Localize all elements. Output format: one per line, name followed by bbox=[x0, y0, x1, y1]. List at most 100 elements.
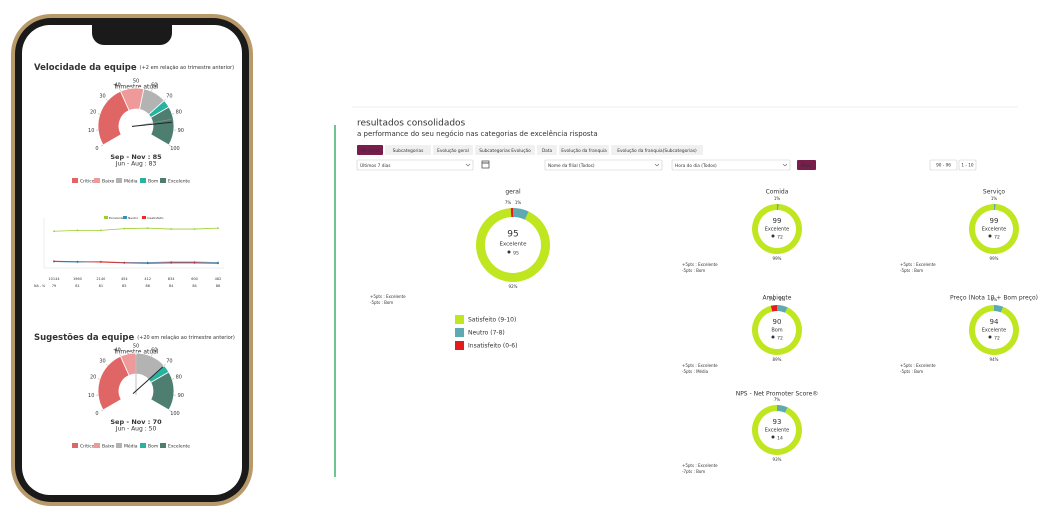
gauge-needle bbox=[131, 121, 172, 127]
button[interactable] bbox=[797, 160, 816, 170]
legend-swatch bbox=[455, 341, 464, 350]
legend-label: Baixo bbox=[102, 444, 115, 450]
page-range-label[interactable]: 90 - 96 bbox=[936, 163, 951, 168]
table-cell: 79 bbox=[52, 284, 56, 288]
tab[interactable] bbox=[559, 145, 609, 155]
gauge-tick-label: 20 bbox=[90, 110, 96, 116]
series-point bbox=[146, 227, 149, 230]
gauge-tick-label: 50 bbox=[133, 344, 139, 350]
filter-label[interactable]: Últimos 7 dias bbox=[360, 162, 391, 169]
series-point bbox=[76, 229, 79, 232]
legend-label: Crítico bbox=[80, 178, 95, 185]
series-line bbox=[53, 260, 219, 264]
phone-notch bbox=[92, 25, 172, 45]
title: Velocidade da equipe bbox=[34, 63, 137, 73]
gauge-previous: Jun - Aug : 50 bbox=[115, 426, 157, 433]
legend-label: Bom bbox=[148, 179, 158, 185]
series-point bbox=[146, 262, 149, 265]
legend-swatch bbox=[72, 178, 78, 183]
donut-note: +5pts : Excelente bbox=[370, 294, 406, 299]
donut-note: -7pts : Bom bbox=[682, 469, 705, 474]
tab-label[interactable]: Evolução da franquia bbox=[561, 148, 607, 154]
tab[interactable] bbox=[357, 145, 383, 155]
table-cell: 10144 bbox=[48, 277, 60, 281]
legend-swatch bbox=[160, 178, 166, 183]
donut-note: -5pts : Média bbox=[682, 369, 709, 374]
dropdown-caret bbox=[782, 163, 788, 167]
gauge-tick-label: 30 bbox=[99, 93, 105, 99]
gauge-label: Trimestre atual bbox=[112, 349, 158, 356]
donut-rating: Excelente bbox=[500, 242, 528, 248]
segment-label: 6% bbox=[991, 297, 998, 302]
donut-score: 90 bbox=[773, 318, 782, 326]
filter-label[interactable]: Hora do dia (Todos) bbox=[675, 163, 717, 169]
gauge-tick bbox=[119, 354, 121, 357]
table-row-label: NA - % bbox=[34, 284, 45, 288]
filter-label[interactable]: Nome da filial (Todos) bbox=[548, 163, 595, 169]
gauge-tick-label: 70 bbox=[166, 358, 172, 364]
person-icon bbox=[507, 250, 511, 254]
gauge-tick-label: 10 bbox=[88, 128, 94, 134]
gauge-tick bbox=[164, 99, 166, 101]
gauge-tick bbox=[168, 409, 171, 412]
tab-label[interactable]: Evolução geral bbox=[437, 148, 469, 154]
donut-title: Serviço bbox=[983, 189, 1005, 196]
series-point bbox=[76, 260, 79, 263]
segment-label: 99% bbox=[990, 256, 999, 261]
calendar-icon[interactable] bbox=[481, 160, 490, 169]
gauge-tick bbox=[106, 364, 108, 366]
donut-note: +5pts : Excelente bbox=[682, 363, 718, 368]
table-cell: 454 bbox=[121, 277, 128, 281]
dropdown-caret bbox=[465, 163, 471, 167]
page-range-label[interactable]: 1 - 10 bbox=[961, 163, 974, 168]
tab[interactable] bbox=[433, 145, 473, 155]
donut-title: NPS - Net Promoter Score® bbox=[736, 391, 819, 398]
filter-dropdown[interactable] bbox=[356, 159, 474, 171]
dashboard-title: resultados consolidados bbox=[357, 119, 466, 129]
button-label[interactable]: Mais bbox=[801, 163, 812, 169]
donut-segment bbox=[994, 305, 1004, 313]
table-cell: 1960 bbox=[73, 277, 82, 281]
person-icon bbox=[988, 335, 992, 339]
segment-label: 93% bbox=[773, 457, 782, 462]
tab-label[interactable]: Subcategorias bbox=[393, 148, 424, 154]
tab[interactable] bbox=[537, 145, 557, 155]
legend-label: Média bbox=[124, 443, 138, 450]
donut-segment bbox=[777, 204, 779, 211]
filter-dropdown[interactable] bbox=[671, 159, 791, 171]
tab[interactable] bbox=[475, 145, 535, 155]
legend-swatch bbox=[160, 443, 166, 448]
legend-swatch bbox=[116, 178, 122, 183]
table-cell: 84 bbox=[192, 284, 197, 288]
segment-label: 7% bbox=[769, 297, 776, 302]
page-range[interactable] bbox=[958, 159, 977, 171]
donut-note: -5pts : Bom bbox=[900, 369, 923, 374]
gauge-tick bbox=[119, 89, 121, 92]
subtitle: (+2 em relação ao trimestre anterior) bbox=[140, 65, 234, 71]
segment-label: 94% bbox=[990, 357, 999, 362]
gauge-tick-label: 30 bbox=[99, 358, 105, 364]
section-title: Sugestões da equipe (+20 em relação ao tr… bbox=[34, 333, 235, 343]
tab-label[interactable]: Subcategorias Evolução bbox=[479, 148, 531, 154]
legend-label: Satisfeito (9-10) bbox=[468, 317, 516, 324]
gauge-tick-label: 40 bbox=[115, 347, 121, 353]
donut-count: 14 bbox=[777, 436, 783, 442]
gauge-tick-label: 60 bbox=[151, 347, 157, 353]
series-line bbox=[53, 227, 219, 232]
series-point bbox=[99, 261, 102, 263]
series-point bbox=[123, 227, 126, 230]
filter-dropdown[interactable] bbox=[544, 159, 663, 171]
tab-label[interactable]: Evolução da franquia(Subcategorias) bbox=[617, 148, 697, 154]
donut-note: +5pts : Excelente bbox=[682, 262, 718, 267]
legend-label: Bom bbox=[148, 444, 158, 450]
table-cell: 412 bbox=[144, 277, 151, 281]
tab-label[interactable]: No geral bbox=[361, 148, 379, 154]
tab-label[interactable]: Data bbox=[542, 148, 553, 154]
tab[interactable] bbox=[385, 145, 431, 155]
subtitle: (+20 em relação ao trimestre anterior) bbox=[137, 335, 235, 341]
dashboard: No geral Subcategorias Evolução geral Subca… bbox=[356, 145, 1038, 474]
gauge-tick-label: 80 bbox=[176, 110, 182, 116]
tab[interactable] bbox=[611, 145, 703, 155]
page-range[interactable] bbox=[929, 159, 958, 171]
phone-screen bbox=[22, 25, 242, 495]
